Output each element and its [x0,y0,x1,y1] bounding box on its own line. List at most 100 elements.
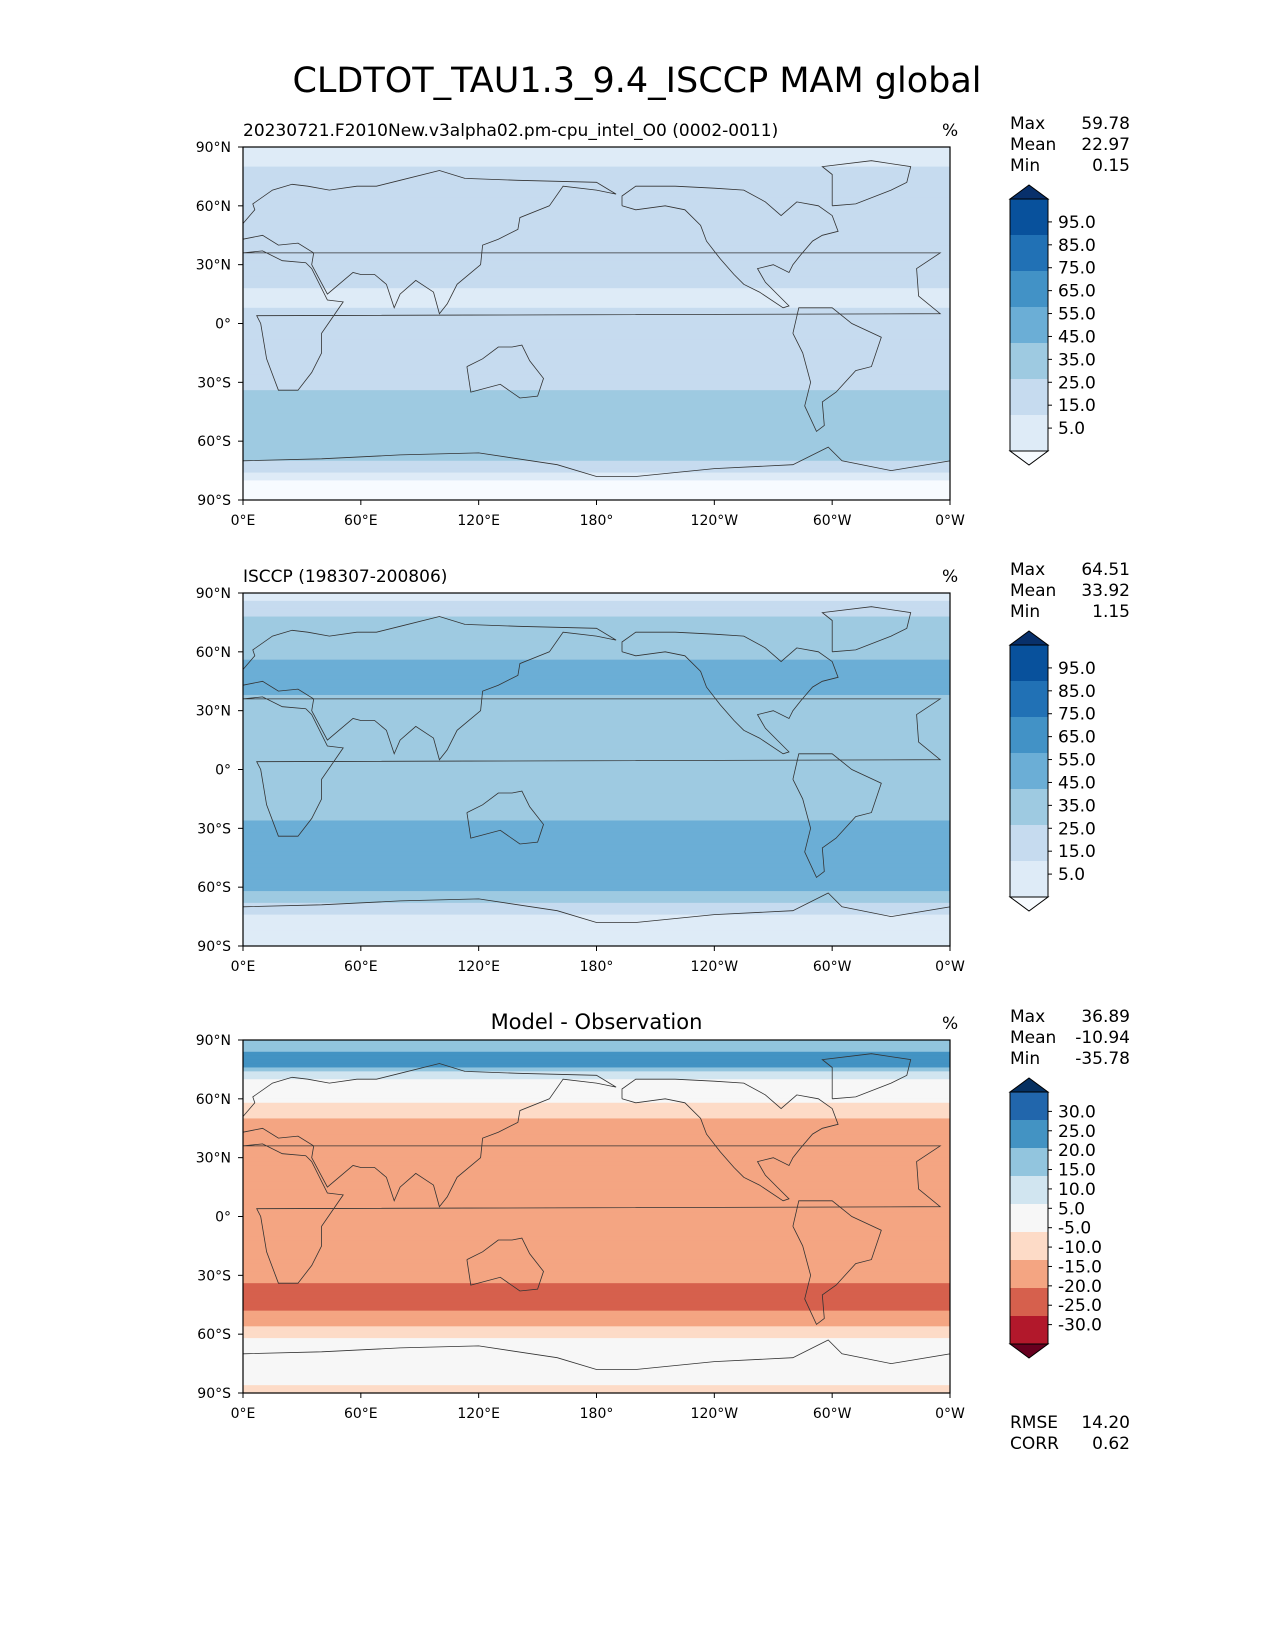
model-xtick-label: 60°W [813,513,852,529]
diff-band [243,1106,950,1112]
diff-colorbar-frame [1009,1091,1049,1345]
diff-band [243,1314,950,1320]
model-band [243,409,950,415]
obs-band [243,844,950,849]
obs-band [243,898,950,904]
model-band [243,248,950,254]
diff-band [243,1043,950,1049]
obs-band [243,722,950,727]
obs-band [243,938,950,943]
obs-band [243,749,950,755]
obs-band [243,706,950,712]
obs-band [243,840,950,845]
diff-colorbar-bin [1010,1176,1048,1205]
obs-band [243,777,950,782]
obs-band [243,620,950,625]
obs-band [243,659,950,665]
diff-band [243,1345,950,1351]
model-band [243,256,950,262]
diff-band [243,1055,950,1061]
model-band [243,449,950,454]
model-band [243,441,950,446]
diff-band [243,1243,950,1249]
diff-band [243,1385,950,1390]
diff-band [243,1365,950,1371]
model-band [243,417,950,423]
obs-band [243,675,950,680]
obs-band [243,632,950,637]
model-band [243,237,950,242]
diff-band [243,1342,950,1347]
model-band [243,201,950,207]
diff-band [243,1361,950,1367]
diff-band [243,1192,950,1198]
diff-band [243,1196,950,1202]
obs-band [243,914,950,920]
model-band [243,335,950,340]
obs-band [243,773,950,778]
obs-band [243,883,950,888]
diff-colorbar-label: -15.0 [1058,1257,1102,1277]
model-coastline [792,307,882,433]
obs-colorbar: 95.0 85.0 75.0 65.0 55.045.0 35.0 25.0 15.0 5.0 [1008,630,1096,912]
diff-band [243,1153,950,1159]
model-band [243,284,950,289]
diff-band [243,1157,950,1163]
diff-band [243,1075,950,1080]
obs-colorbar-label: 25.0 [1058,819,1096,839]
model-band [243,476,950,481]
obs-band [243,887,950,892]
diff-band [243,1373,950,1378]
model-colorbar-label: 65.0 [1058,282,1096,302]
model-stat-label: Mean [1010,135,1056,155]
obs-band [243,820,950,826]
obs-band [243,616,950,622]
diff-stat-label: Mean [1010,1028,1056,1048]
model-band [243,378,950,383]
obs-band [243,781,950,786]
obs-band [243,714,950,720]
obs-xtick-label: 180° [580,959,614,975]
obs-band [243,910,950,916]
model-band [243,366,950,372]
obs-colorbar-bin [1010,861,1048,898]
obs-band [243,789,950,794]
diff-extra-stat-label: CORR [1010,1434,1059,1454]
model-band [243,394,950,399]
panel-diff: Model - Observation % 90°N 60°N 30°N 0° 30°S 60… [196,1007,1130,1454]
diff-band [243,1338,950,1343]
diff-band [243,1334,950,1339]
model-band [243,421,950,427]
model-band [243,292,950,297]
obs-xtick-label: 60°E [344,959,378,975]
diff-band [243,1047,950,1053]
diff-ytick-label: 60°S [197,1327,231,1343]
diff-colorbar-extend-max [1008,1077,1050,1093]
obs-colorbar-label: 35.0 [1058,796,1096,816]
obs-band [243,828,950,833]
diff-band [243,1071,950,1076]
model-band [243,472,950,478]
obs-band [243,761,950,767]
diff-band [243,1287,950,1292]
model-ytick-label: 60°N [196,199,231,215]
diff-band [243,1189,950,1194]
model-band [243,468,950,474]
obs-colorbar-bin [1010,681,1048,718]
obs-stat-value: 33.92 [1081,581,1130,601]
model-band [243,213,950,219]
diff-band [243,1138,950,1143]
model-band [243,327,950,332]
model-band [243,205,950,211]
model-colorbar-bin [1010,379,1048,416]
diff-band [243,1098,950,1104]
diff-units: % [942,1014,958,1034]
obs-band [243,640,950,645]
obs-colorbar-bin [1010,753,1048,790]
model-band [243,299,950,305]
obs-band [243,793,950,798]
model-band [243,413,950,419]
model-ytick-label: 0° [215,317,231,333]
panel-model: 20230721.F2010New.v3alpha02.pm-cpu_intel… [196,114,1130,529]
model-colorbar-label: 35.0 [1058,350,1096,370]
